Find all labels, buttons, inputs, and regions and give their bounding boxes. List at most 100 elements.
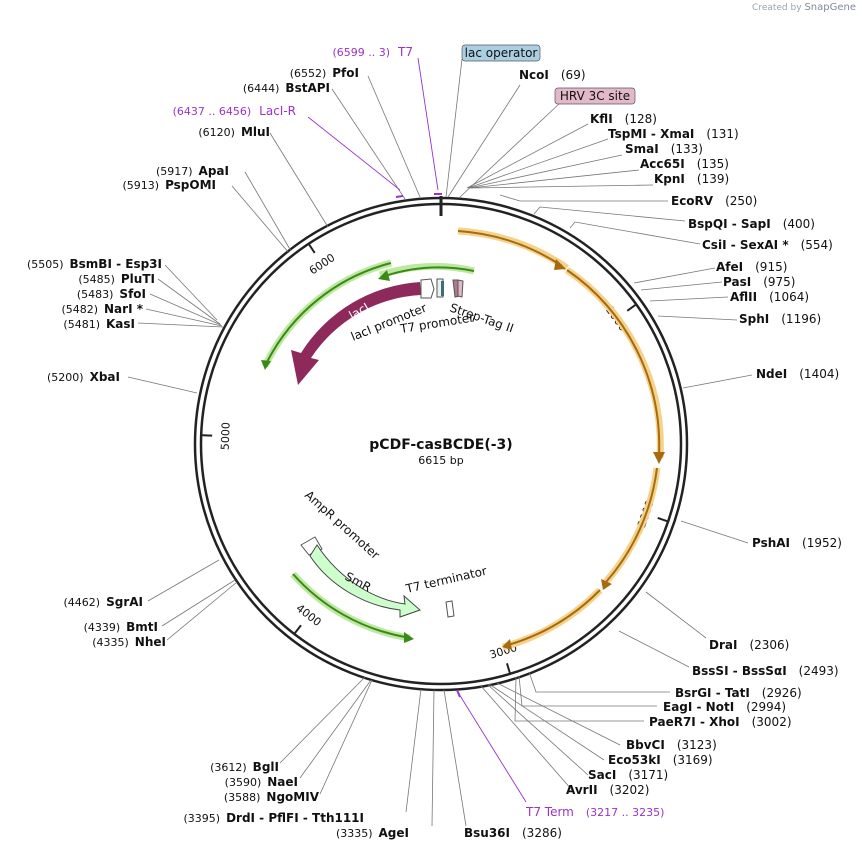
enzyme-label: (5200) XbaI — [47, 370, 120, 384]
enzyme-position: (915) — [755, 260, 787, 274]
enzyme-name: DraI — [709, 638, 737, 652]
leader-saci — [486, 683, 589, 776]
leader-apai — [244, 171, 292, 252]
enzyme-position: (975) — [763, 275, 795, 289]
enzyme-label: PasI (975) — [723, 275, 795, 289]
enzyme-label: BsrGI - TatI (2926) — [675, 686, 802, 700]
leader-pshai — [680, 520, 749, 544]
leader-bsssi — [618, 630, 690, 668]
green-arc-1 — [384, 266, 475, 277]
leader-ndei — [682, 374, 753, 389]
leader-bmti — [161, 579, 236, 627]
enzyme-position: (250) — [725, 194, 757, 208]
leader-aflii — [649, 296, 729, 302]
enzyme-name: BbvCI — [626, 738, 665, 752]
enzyme-name: BglI — [253, 760, 279, 774]
enzyme-name: BssSI - BssSαI — [692, 664, 787, 678]
enzyme-label: AfeI (915) — [716, 260, 787, 274]
enzyme-name: PaeR7I - XhoI — [649, 715, 740, 729]
enzyme-name: NheI — [135, 635, 166, 649]
tick-mark — [308, 244, 316, 254]
enzyme-label: (5482) NarI * — [61, 302, 143, 316]
enzyme-label: CsiI - SexAI * (554) — [702, 238, 833, 252]
enzyme-label: (3590) NaeI — [225, 775, 298, 789]
enzyme-name: Bsu36I — [464, 826, 510, 840]
hrv-3c-box — [554, 87, 636, 105]
enzyme-label: BbvCI (3123) — [626, 738, 717, 752]
enzyme-name: PspOMI — [165, 178, 216, 192]
tick-mark — [505, 663, 511, 674]
enzyme-name: BsrGI - TatI — [675, 686, 750, 700]
feature-label: T7 Term (3217 .. 3235) — [525, 805, 664, 819]
enzyme-position: (3395) — [183, 812, 220, 825]
snapgene-logo-text: SnapGene — [804, 2, 856, 13]
enzyme-position: (131) — [706, 127, 738, 141]
leader-t7-term — [458, 693, 527, 803]
feature-range: (6437 .. 6456) — [173, 105, 252, 118]
enzyme-name: AfeI — [716, 260, 743, 274]
enzyme-label: TspMI - XmaI (131) — [608, 127, 739, 141]
enzyme-label: (5481) KasI — [63, 317, 135, 331]
enzyme-position: (3002) — [752, 715, 792, 729]
leader-sgrai — [147, 559, 220, 602]
lac-operator-glyph — [441, 281, 444, 296]
enzyme-name: BstAPI — [285, 81, 330, 95]
leader-ncoi — [447, 84, 521, 198]
tick-label: 5000 — [219, 422, 233, 450]
enzyme-position: (6444) — [243, 82, 280, 95]
enzyme-name: BspQI - SapI — [688, 217, 771, 231]
enzyme-position: (2926) — [762, 686, 802, 700]
enzyme-name: NgoMIV — [266, 790, 319, 804]
enzyme-name: PfoI — [332, 66, 359, 80]
enzyme-position: (133) — [671, 142, 703, 156]
green-arc-head-3 — [404, 632, 414, 643]
enzyme-name: SphI — [739, 312, 769, 326]
tick-mark — [657, 517, 668, 523]
leader-sphi — [657, 315, 738, 321]
leader-eagi — [518, 675, 657, 707]
enzyme-position: (3588) — [224, 791, 261, 804]
leader-ngomiv — [319, 679, 373, 795]
leader-pluti — [157, 278, 221, 325]
snapgene-credit: Created by SnapGene — [752, 2, 856, 13]
leader-hrv — [458, 102, 561, 199]
enzyme-position: (3123) — [677, 738, 717, 752]
enzyme-position: (5482) — [61, 303, 98, 316]
leader-pasi — [640, 281, 723, 291]
leader-pfoi — [367, 75, 421, 198]
enzyme-name: Eco53kI — [608, 753, 661, 767]
leader-drai — [645, 591, 707, 639]
enzyme-name: SfoI — [119, 287, 146, 301]
tick-label: 4000 — [294, 602, 324, 629]
enzyme-position: (4339) — [84, 621, 121, 634]
feature-leaders — [307, 57, 527, 803]
leader-sfoi — [149, 293, 222, 326]
smr-arrow — [309, 544, 421, 618]
enzyme-position: (6120) — [198, 126, 235, 139]
enzyme-label: EcoRV (250) — [671, 194, 757, 208]
enzyme-label: (5913) PspOMI — [122, 178, 216, 192]
enzyme-position: (1404) — [799, 367, 839, 381]
enzyme-position: (3590) — [225, 776, 262, 789]
leader-nari — [145, 308, 223, 327]
enzyme-label: NdeI (1404) — [756, 367, 839, 381]
leader-lines — [127, 58, 753, 827]
leader-paer7i — [514, 676, 644, 722]
feature-range: (3217 .. 3235) — [586, 806, 665, 819]
leader-xbai — [127, 376, 198, 394]
t7-terminator-glyph — [445, 600, 455, 618]
orf-arrow-head-3 — [601, 579, 612, 590]
enzyme-label: KpnI (139) — [654, 172, 729, 186]
orf-arrow-head-1 — [554, 259, 566, 270]
leader-bbvci — [496, 682, 621, 746]
leader-bsrgi — [528, 671, 670, 693]
enzyme-label: PshAI (1952) — [752, 536, 842, 550]
orf-arrow-3 — [605, 467, 658, 583]
enzyme-name: AflII — [730, 290, 757, 304]
leader-tspmi — [467, 138, 609, 189]
enzyme-position: (554) — [801, 238, 833, 252]
enzyme-label: (4339) BmtI — [84, 620, 158, 634]
enzyme-label: (6120) MluI — [198, 125, 270, 139]
green-arc-head-1 — [378, 270, 390, 281]
